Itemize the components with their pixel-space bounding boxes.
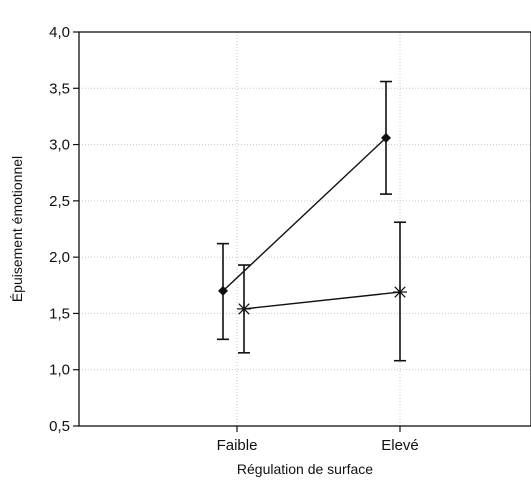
y-tick-label: 4,0 <box>49 24 70 41</box>
y-tick-label: 2,0 <box>49 249 70 266</box>
y-tick-label: 0,5 <box>49 418 70 435</box>
y-axis: 0,5 1,0 1,5 2,0 2,5 3,0 3,5 4,0 <box>49 24 79 435</box>
x-axis-title: Régulation de surface <box>237 461 373 477</box>
marker-stroke <box>238 303 250 315</box>
data-point-star <box>393 285 407 300</box>
y-tick-label: 3,0 <box>49 137 70 154</box>
y-tick-label: 3,5 <box>49 80 70 97</box>
data-point-diamond <box>218 285 228 296</box>
y-axis-title: Épuisement émotionnel <box>9 156 25 302</box>
x-tick-label: Faible <box>217 437 258 454</box>
data-point-diamond <box>381 132 391 143</box>
plot-frame <box>78 31 531 427</box>
x-tick-label: Elevé <box>381 437 419 454</box>
series-1 <box>217 80 392 341</box>
y-tick-label: 2,5 <box>49 193 70 210</box>
series-layer <box>217 80 407 362</box>
grid <box>79 32 531 426</box>
y-tick-label: 1,5 <box>49 305 70 322</box>
y-tick-label: 1,0 <box>49 362 70 379</box>
series-line <box>243 291 401 310</box>
data-point-star <box>237 301 251 316</box>
series-line <box>222 137 387 292</box>
series-2 <box>237 221 407 362</box>
x-axis: Faible Elevé <box>217 426 419 454</box>
marker-stroke <box>394 286 406 298</box>
